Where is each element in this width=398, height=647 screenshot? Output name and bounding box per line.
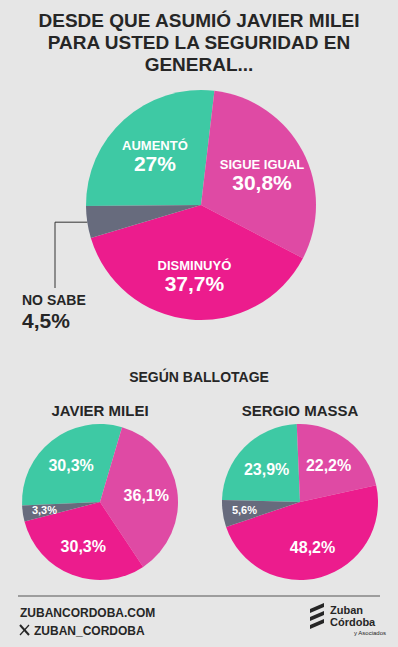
category-label: AUMENTÓ [122, 138, 188, 153]
data-label: 30,8% [232, 171, 292, 194]
category-label: NO SABE [22, 292, 86, 308]
pie-group [86, 90, 316, 320]
title-line: GENERAL... [145, 54, 254, 75]
x-icon [20, 625, 29, 635]
infographic: DESDE QUE ASUMIÓ JAVIER MILEIPARA USTED … [0, 0, 398, 647]
category-label: SIGUE IGUAL [220, 157, 305, 172]
title-line: DESDE QUE ASUMIÓ JAVIER MILEI [39, 10, 360, 31]
logo-text: y Asociados [354, 630, 386, 636]
pie-slice [222, 500, 300, 527]
footer-link: ZUBANCORDOBA.COM [20, 606, 155, 620]
footer-rule [18, 596, 380, 597]
category-label: DISMINUYÓ [158, 258, 232, 273]
logo-stripe [310, 603, 324, 613]
x-icon-stroke [20, 625, 29, 635]
pie-title: JAVIER MILEI [51, 402, 148, 419]
pie-slice [222, 424, 300, 502]
data-label: 5,6% [232, 504, 257, 516]
data-label: 36,1% [124, 487, 169, 504]
footer-link: ZUBAN_CORDOBA [34, 624, 145, 638]
logo-text: Córdoba [330, 616, 376, 628]
leader-line [55, 222, 87, 288]
logo-text: Zuban [330, 604, 363, 616]
data-label: 30,3% [48, 457, 93, 474]
pie-slice [22, 502, 100, 522]
background [0, 0, 398, 647]
pie-group [222, 424, 378, 580]
data-label: 23,9% [244, 461, 289, 478]
title-line: PARA USTED LA SEGURIDAD EN [48, 32, 350, 53]
logo-stripe [310, 611, 324, 621]
data-label: 48,2% [290, 539, 335, 556]
chart-title: DESDE QUE ASUMIÓ JAVIER MILEIPARA USTED … [39, 10, 360, 75]
pie-slice [24, 502, 143, 580]
pie-slice [86, 90, 214, 206]
pie-group [22, 424, 178, 580]
data-label: 37,7% [165, 272, 225, 295]
data-label: 30,3% [61, 538, 106, 555]
section-title: SEGÚN BALLOTAGE [129, 368, 269, 385]
x-icon-stroke [20, 625, 29, 635]
data-label: 4,5% [22, 309, 70, 332]
data-label: 27% [134, 152, 176, 175]
data-label: 22,2% [306, 457, 351, 474]
pie-title: SERGIO MASSA [242, 402, 359, 419]
data-label: 3,3% [32, 504, 57, 516]
logo-stripe [310, 619, 324, 629]
logo: ZubanCórdoba y Asociados [310, 603, 386, 636]
pie-slice [86, 205, 201, 238]
pie-slice [226, 485, 378, 580]
